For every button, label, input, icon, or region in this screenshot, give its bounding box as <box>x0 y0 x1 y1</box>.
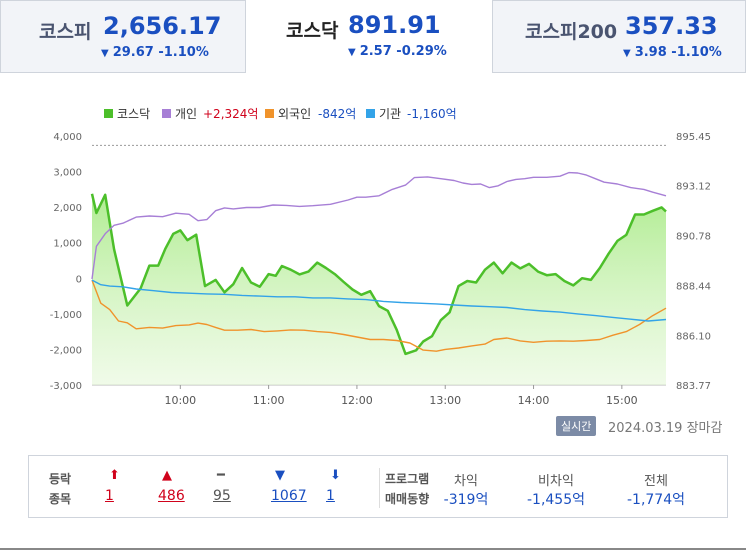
program-column-head: 차익 <box>454 474 478 489</box>
bottom-divider <box>0 548 746 550</box>
tab-kospi200-value: 357.33 <box>625 12 718 40</box>
y-right-tick-label: 895.45 <box>676 132 711 143</box>
series-line-0 <box>90 193 667 356</box>
x-tick-label: 11:00 <box>253 394 285 405</box>
y-right-tick-label: 890.78 <box>676 232 711 243</box>
down-arrow-icon: ▼ <box>101 48 109 59</box>
y-left-tick-label: -3,000 <box>50 381 82 392</box>
legend-label: 개인 <box>175 107 197 121</box>
legend-swatch <box>162 109 171 118</box>
tab-kospi200[interactable]: 코스피200 357.33 ▼ 3.98 -1.10% <box>492 0 746 73</box>
tab-kospi[interactable]: 코스피 2,656.17 ▼ 29.67 -1.10% <box>0 0 246 73</box>
intraday-chart: 코스닥 개인 +2,324억 외국인 -842억 기관 -1,160억 4,000 3,000… <box>50 107 711 405</box>
up-limit-icon: ⬆ <box>109 468 120 483</box>
x-tick-label: 13:00 <box>429 394 461 405</box>
program-column-value: -1,455억 <box>526 492 585 508</box>
y-left-tick-label: 3,000 <box>53 168 82 179</box>
divider <box>379 468 380 508</box>
y-left-tick-label: 2,000 <box>53 203 82 214</box>
legend-label: 외국인 <box>278 107 311 121</box>
down-limit-icon: ⬇ <box>330 468 341 483</box>
tab-kospi-change: ▼ 29.67 -1.10% <box>101 45 209 60</box>
program-column-value: -1,774억 <box>626 492 685 508</box>
down-arrow-icon: ▼ <box>348 47 356 58</box>
date-status: 2024.03.19 장마감 <box>608 417 722 436</box>
x-tick-label: 10:00 <box>164 394 196 405</box>
x-tick-label: 14:00 <box>518 394 550 405</box>
breadth-count[interactable]: 1 <box>326 488 335 504</box>
flat-icon: ━ <box>217 468 225 483</box>
tab-kospi200-change: ▼ 3.98 -1.10% <box>623 45 722 60</box>
legend-label: 코스닥 <box>117 107 150 121</box>
program-column-head: 비차익 <box>538 474 574 489</box>
program-column-value: -319억 <box>443 492 489 508</box>
y-left-tick-label: 1,000 <box>53 239 82 250</box>
breadth-count[interactable]: 95 <box>213 488 231 504</box>
legend-swatch <box>366 109 375 118</box>
tab-kosdaq-name: 코스닥 <box>286 20 339 42</box>
y-right-tick-label: 886.10 <box>676 331 711 342</box>
realtime-badge[interactable]: 실시간 <box>556 416 597 436</box>
tab-kosdaq-value: 891.91 <box>348 11 441 39</box>
tab-kospi-name: 코스피 <box>39 21 92 43</box>
tab-kosdaq[interactable]: 코스닥 891.91 ▼ 2.57 -0.29% <box>246 0 492 73</box>
x-tick-label: 15:00 <box>606 394 638 405</box>
down-icon: ▼ <box>275 468 285 483</box>
tab-kospi-value: 2,656.17 <box>103 12 222 40</box>
legend-value: +2,324억 <box>203 107 258 121</box>
chart-axes: 4,000 3,000 2,000 1,000 0 -1,000 -2,000 -3,000 8… <box>50 132 711 405</box>
y-left-tick-label: -1,000 <box>50 310 82 321</box>
market-stats-panel: 등락 종목 ⬆ 1 ▲ 486 ━ 95 ▼ 1067 ⬇ 1 프로그램 매매동향 차익 -319억… <box>28 455 728 518</box>
y-left-tick-label: 4,000 <box>53 132 82 143</box>
up-icon: ▲ <box>162 468 172 483</box>
legend-swatch <box>265 109 274 118</box>
legend-label: 기관 <box>379 107 401 121</box>
y-right-tick-label: 888.44 <box>676 281 711 292</box>
breadth-count[interactable]: 1067 <box>271 488 307 504</box>
legend-value: -842억 <box>318 107 356 121</box>
session-status: 장마감 <box>686 421 723 436</box>
program-column-head: 전체 <box>644 474 668 489</box>
breadth-label-line1: 등락 <box>49 472 72 486</box>
chart-legend: 코스닥 개인 +2,324억 외국인 -842억 기관 -1,160억 <box>104 107 457 121</box>
breadth-count[interactable]: 1 <box>105 488 114 504</box>
y-right-tick-label: 893.12 <box>676 182 711 193</box>
y-right-tick-label: 883.77 <box>676 381 711 392</box>
tab-kospi200-name: 코스피200 <box>525 21 618 43</box>
breadth-count[interactable]: 486 <box>158 488 185 504</box>
down-arrow-icon: ▼ <box>623 48 631 59</box>
legend-swatch <box>104 109 113 118</box>
chart-series <box>90 171 667 356</box>
series-line-1 <box>91 171 667 280</box>
kosdaq-area-fill <box>92 193 666 385</box>
legend-value: -1,160억 <box>407 107 457 121</box>
series-line-2 <box>91 279 667 352</box>
series-line-3 <box>91 279 667 322</box>
program-label-line2: 매매동향 <box>385 492 430 506</box>
y-left-tick-label: -2,000 <box>50 345 82 356</box>
index-tabs: 코스피 2,656.17 ▼ 29.67 -1.10% 코스닥 891.91 ▼ 2… <box>0 0 746 75</box>
program-label-line1: 프로그램 <box>385 472 430 486</box>
date-label: 2024.03.19 <box>608 421 683 436</box>
x-tick-label: 12:00 <box>341 394 373 405</box>
kosdaq-area <box>92 193 666 385</box>
tab-kosdaq-change: ▼ 2.57 -0.29% <box>348 44 447 59</box>
y-left-tick-label: 0 <box>76 274 82 285</box>
breadth-label-line2: 종목 <box>49 492 72 506</box>
